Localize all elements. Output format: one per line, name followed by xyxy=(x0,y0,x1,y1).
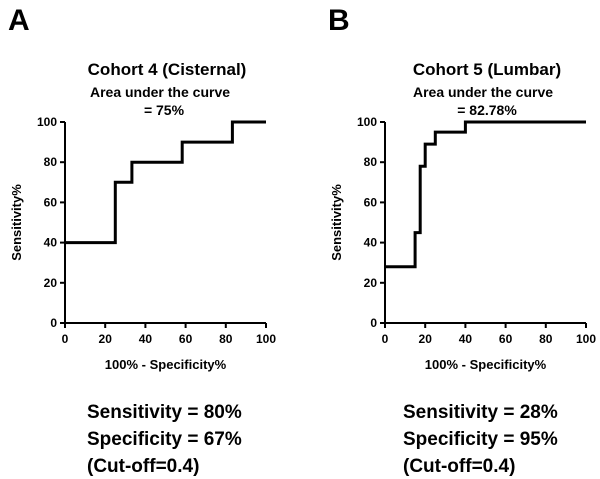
x-tick-label-a-5: 100 xyxy=(256,332,276,346)
y-tick-label-a-5: 100 xyxy=(37,115,57,129)
x-tick-label-a-2: 40 xyxy=(139,332,153,346)
x-tick-label-b-4: 80 xyxy=(539,332,553,346)
y-axis-label-a: Sensitivity% xyxy=(9,184,24,261)
x-axis-label-b: 100% - Specificity% xyxy=(425,357,547,372)
chart-title-b: Cohort 5 (Lumbar) xyxy=(413,60,561,79)
plot-area-a: 0 20 40 60 80 100 0 20 40 60 80 100 100% - Specifici… xyxy=(9,115,276,372)
stat-sensitivity-b: Sensitivity = 28% xyxy=(403,402,558,423)
y-tick-label-b-3: 60 xyxy=(364,195,378,209)
panel-letter-b: B xyxy=(328,4,350,37)
y-tick-label-b-2: 40 xyxy=(364,236,378,250)
panel-letter-a: A xyxy=(8,4,30,37)
y-tick-label-a-4: 80 xyxy=(44,155,58,169)
y-tick-label-b-4: 80 xyxy=(364,155,378,169)
y-tick-label-a-3: 60 xyxy=(44,195,58,209)
y-axis-label-b: Sensitivity% xyxy=(329,184,344,261)
auc-label-a: Area under the curve xyxy=(90,84,230,100)
stat-cutoff-b: (Cut-off=0.4) xyxy=(403,456,515,477)
auc-value-a: = 75% xyxy=(144,102,185,118)
plot-area-b: 0 20 40 60 80 100 0 20 40 60 80 100 100% - Specifici… xyxy=(329,115,596,372)
y-tick-label-a-0: 0 xyxy=(50,316,57,330)
x-tick-label-b-2: 40 xyxy=(459,332,473,346)
stat-sensitivity-a: Sensitivity = 80% xyxy=(87,402,242,423)
stat-cutoff-a: (Cut-off=0.4) xyxy=(87,456,199,477)
y-tick-label-b-0: 0 xyxy=(370,316,377,330)
x-tick-label-b-0: 0 xyxy=(382,332,389,346)
x-tick-label-a-1: 20 xyxy=(99,332,113,346)
y-tick-label-a-2: 40 xyxy=(44,236,58,250)
roc-curve-b xyxy=(385,120,586,269)
y-tick-label-a-1: 20 xyxy=(44,276,58,290)
y-tick-label-b-5: 100 xyxy=(357,115,377,129)
stat-specificity-a: Specificity = 67% xyxy=(87,429,242,450)
panel-b: B Cohort 5 (Lumbar) Area under the curve… xyxy=(328,4,596,477)
auc-value-b: = 82.78% xyxy=(457,102,517,118)
stat-specificity-b: Specificity = 95% xyxy=(403,429,558,450)
x-tick-label-a-4: 80 xyxy=(219,332,233,346)
chart-title-a: Cohort 4 (Cisternal) xyxy=(88,60,247,79)
roc-curve-a xyxy=(65,120,266,245)
panel-a: A Cohort 4 (Cisternal) Area under the cu… xyxy=(8,4,276,477)
x-tick-label-a-0: 0 xyxy=(62,332,69,346)
y-tick-label-b-1: 20 xyxy=(364,276,378,290)
x-tick-label-b-3: 60 xyxy=(499,332,513,346)
x-tick-label-b-1: 20 xyxy=(419,332,433,346)
x-axis-label-a: 100% - Specificity% xyxy=(105,357,227,372)
x-tick-label-b-5: 100 xyxy=(576,332,596,346)
x-tick-label-a-3: 60 xyxy=(179,332,193,346)
auc-label-b: Area under the curve xyxy=(413,84,553,100)
